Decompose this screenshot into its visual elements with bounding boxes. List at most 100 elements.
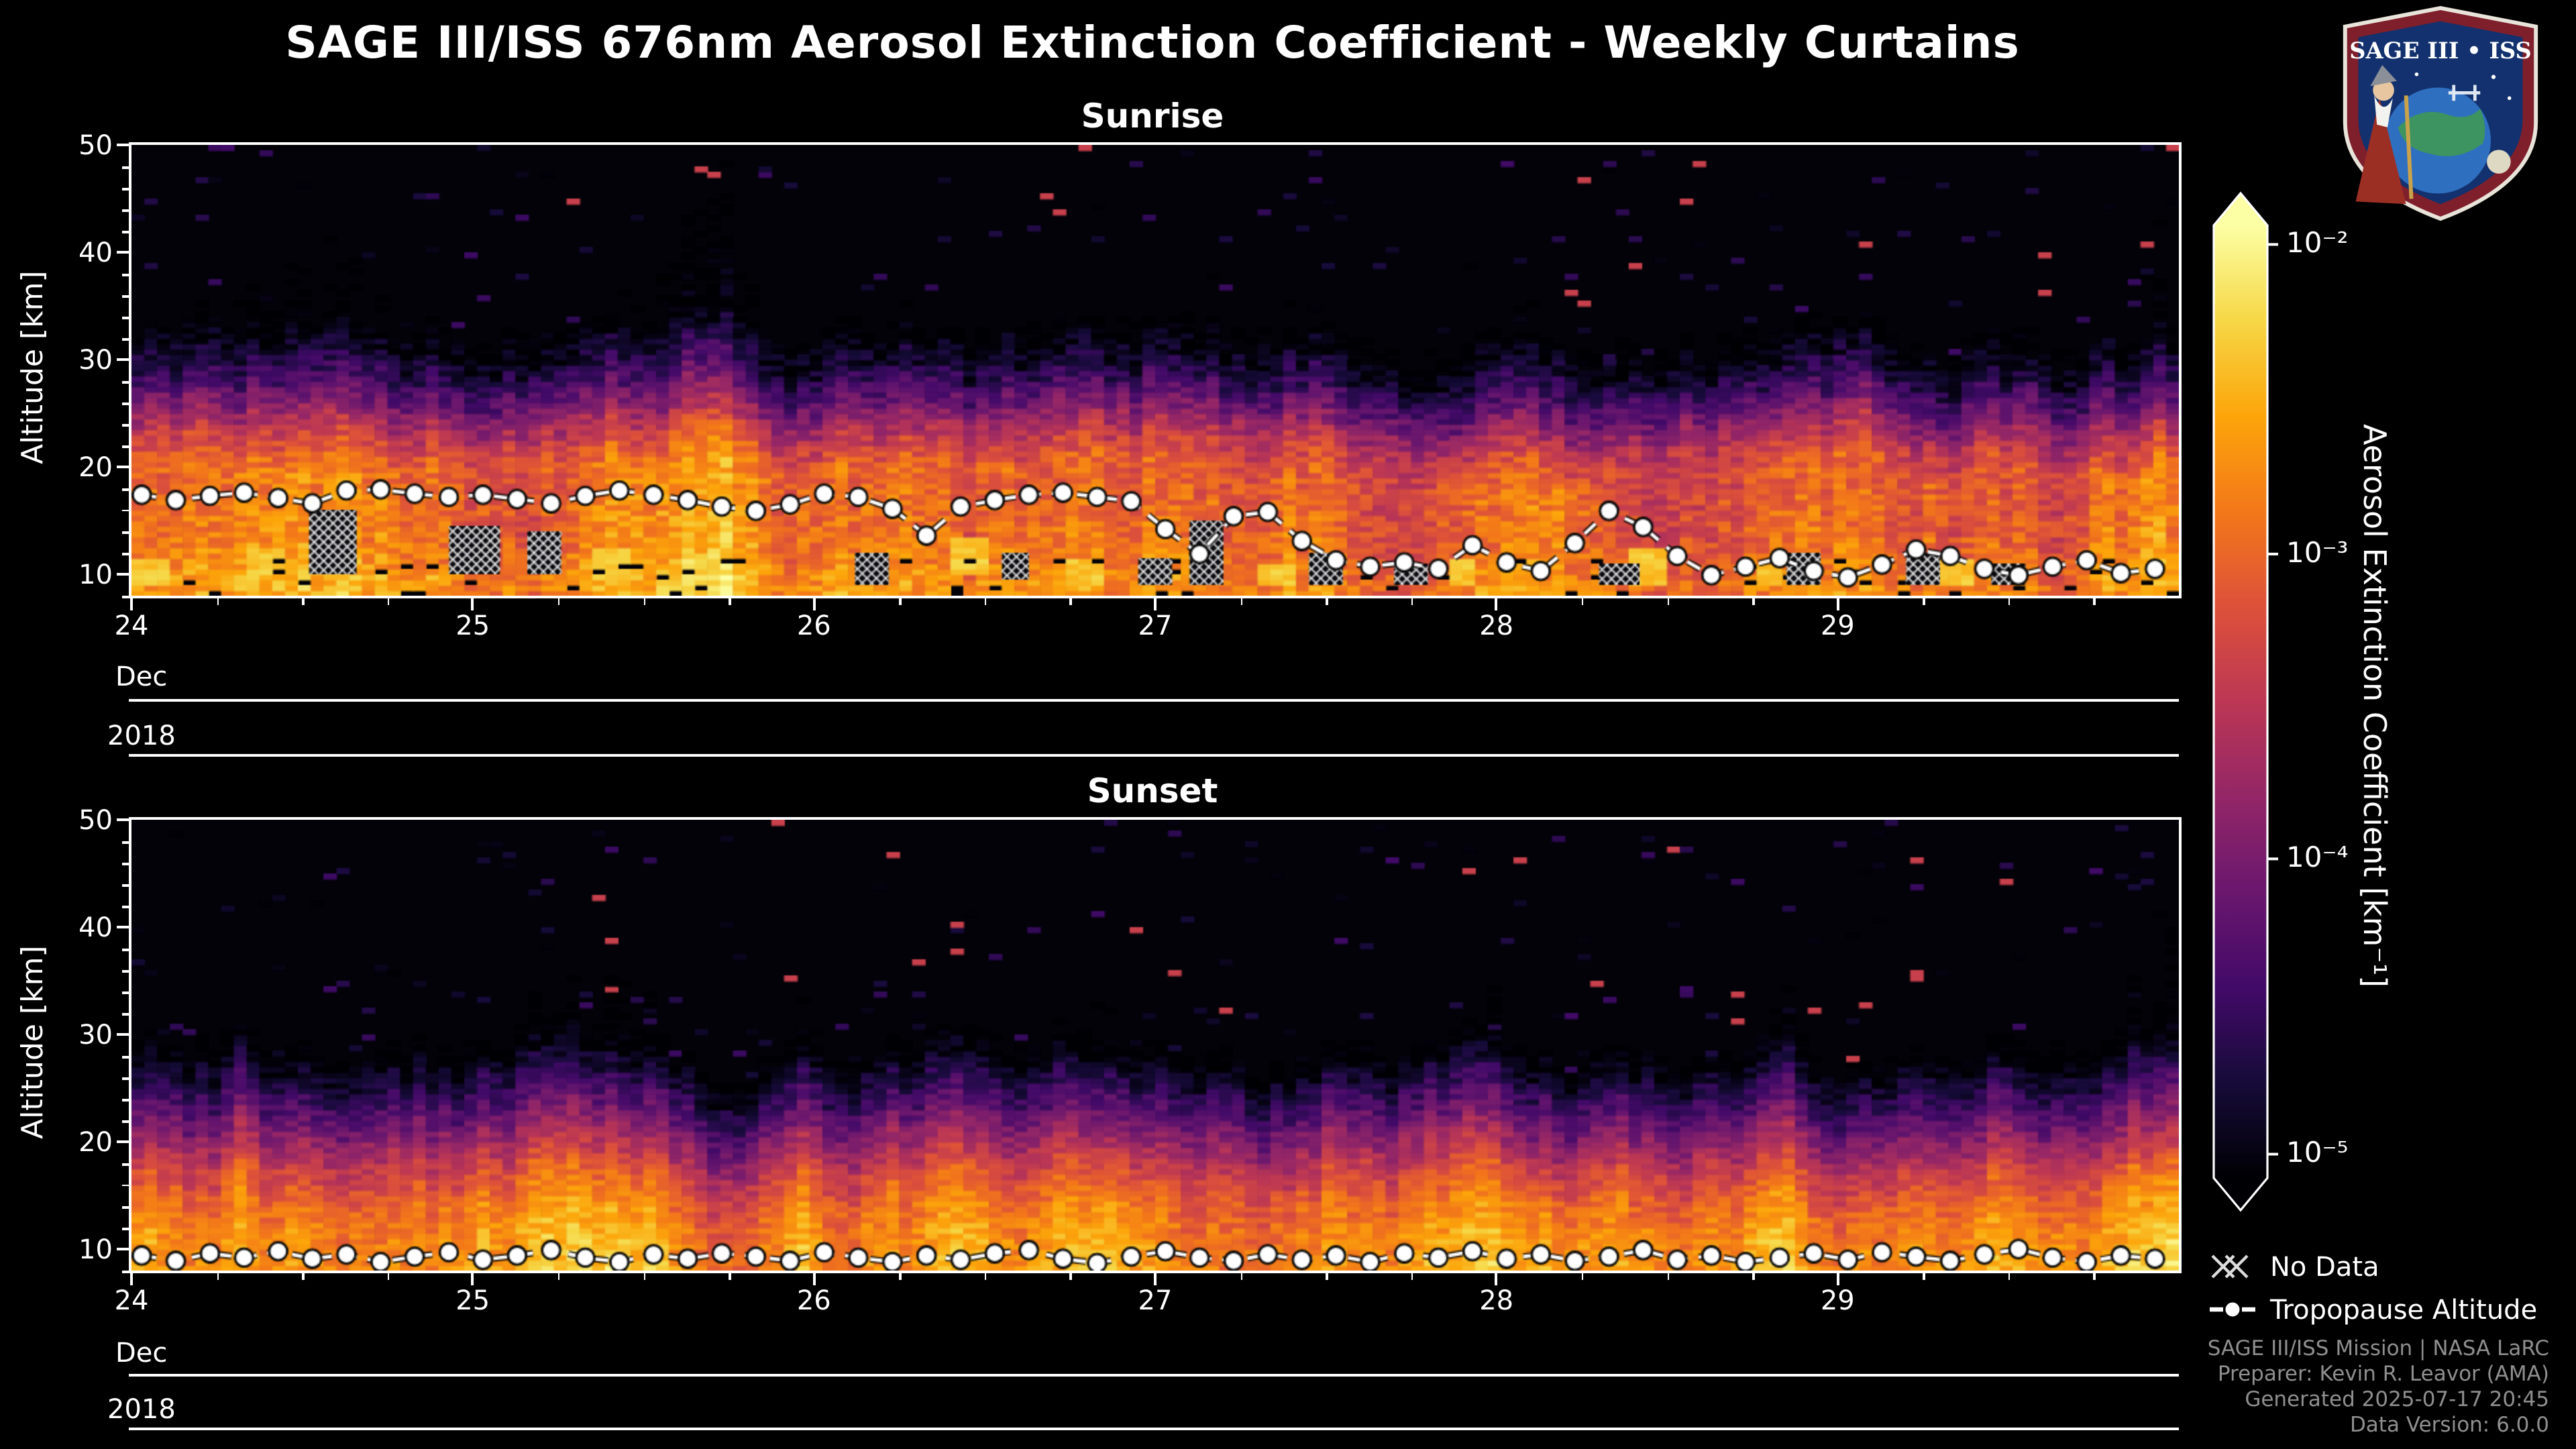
y-tick xyxy=(117,144,129,146)
tropopause-marker-icon xyxy=(2210,1300,2255,1319)
x-tick xyxy=(1836,1273,1839,1285)
y-tick-label: 40 xyxy=(78,911,113,943)
x-minor-tick xyxy=(1411,1273,1413,1280)
panel-title-sunrise: Sunrise xyxy=(1081,97,1224,136)
colorbar-tick-label: 10⁻⁵ xyxy=(2286,1136,2349,1169)
y-minor-tick xyxy=(122,841,129,843)
logo-star-icon xyxy=(2491,74,2496,79)
x-tick-label: 29 xyxy=(1820,609,1855,641)
x-minor-tick xyxy=(899,598,902,605)
x-minor-tick xyxy=(557,598,560,605)
legend-no-data: No Data xyxy=(2208,1250,2379,1283)
y-tick xyxy=(117,1248,129,1250)
x-minor-tick xyxy=(1752,1273,1755,1280)
x-minor-tick xyxy=(1752,598,1755,605)
x-minor-tick xyxy=(1069,598,1072,605)
x-minor-tick xyxy=(302,1273,305,1280)
x-minor-tick xyxy=(387,598,390,605)
y-tick xyxy=(117,818,129,821)
x-minor-tick xyxy=(217,1273,219,1280)
x-tick-label: 27 xyxy=(1138,1284,1173,1316)
y-tick-label: 30 xyxy=(78,343,113,376)
x-minor-tick xyxy=(2008,598,2010,605)
x-tick-label: 25 xyxy=(455,1284,490,1316)
sage-iss-logo: SAGE III • ISS xyxy=(2334,5,2546,228)
y-minor-tick xyxy=(122,906,129,908)
y-minor-tick xyxy=(122,166,129,168)
y-tick xyxy=(117,1140,129,1143)
logo-iss-silhouette xyxy=(2448,85,2481,101)
y-minor-tick xyxy=(122,970,129,972)
x-axis-month-separator xyxy=(129,699,2179,702)
colorbar-tick-labels: 10⁻² 10⁻³ 10⁻⁴ 10⁻⁵ xyxy=(2281,0,2415,1449)
y-minor-tick xyxy=(122,509,129,512)
y-minor-tick xyxy=(122,1077,129,1079)
x-minor-tick xyxy=(729,598,731,605)
y-minor-tick xyxy=(122,553,129,555)
x-minor-tick xyxy=(1326,598,1328,605)
y-minor-tick xyxy=(122,209,129,211)
colorbar-tick-label: 10⁻⁴ xyxy=(2286,841,2349,874)
x-minor-tick xyxy=(1581,1273,1584,1280)
credit-data-version: Data Version: 6.0.0 xyxy=(2349,1413,2549,1437)
y-tick xyxy=(117,1033,129,1036)
logo-title: SAGE III • ISS xyxy=(2349,37,2532,64)
y-minor-tick xyxy=(122,381,129,383)
x-minor-tick xyxy=(1581,598,1584,605)
x-axis-month-label-sunrise: Dec xyxy=(115,660,168,692)
y-minor-tick xyxy=(122,1228,129,1230)
colorbar-title: Aerosol Extinction Coefficient [km⁻¹] xyxy=(2356,423,2391,988)
x-minor-tick xyxy=(217,598,219,605)
colorbar-tick-label: 10⁻² xyxy=(2286,227,2349,260)
x-axis-month-label-sunset: Dec xyxy=(115,1336,168,1368)
sunset-heatmap-canvas xyxy=(131,820,2179,1271)
sunset-heatmap-panel: 24 25 26 27 28 29 10 20 30 40 50 xyxy=(78,804,2182,1316)
x-minor-tick xyxy=(2093,598,2096,605)
y-minor-tick xyxy=(122,445,129,447)
y-minor-tick xyxy=(122,1056,129,1058)
colorbar xyxy=(2212,191,2278,1212)
x-tick xyxy=(1154,1273,1157,1285)
y-minor-tick xyxy=(122,338,129,340)
y-tick xyxy=(117,573,129,576)
x-tick-label: 26 xyxy=(796,609,831,641)
no-data-hatch-icon xyxy=(2211,1254,2249,1279)
y-minor-tick xyxy=(122,863,129,865)
x-minor-tick xyxy=(1069,1273,1072,1280)
logo-wizard-hat xyxy=(2370,64,2397,87)
y-minor-tick xyxy=(122,188,129,190)
x-minor-tick xyxy=(1240,598,1243,605)
y-minor-tick xyxy=(122,1163,129,1165)
colorbar-ticks xyxy=(2267,243,2278,1156)
logo-star-icon xyxy=(2507,96,2512,101)
x-tick-label: 28 xyxy=(1479,1284,1514,1316)
y-minor-tick xyxy=(122,274,129,276)
x-minor-tick xyxy=(984,1273,987,1280)
colorbar-gradient xyxy=(2212,191,2269,1212)
y-minor-tick xyxy=(122,317,129,319)
x-minor-tick xyxy=(1326,1273,1328,1280)
y-minor-tick xyxy=(122,1271,129,1273)
y-tick-label: 40 xyxy=(78,236,113,268)
x-minor-tick xyxy=(1411,598,1413,605)
y-minor-tick xyxy=(122,1120,129,1122)
y-minor-tick xyxy=(122,949,129,951)
x-tick xyxy=(471,598,474,610)
x-tick xyxy=(130,1273,133,1285)
y-minor-tick xyxy=(122,1099,129,1101)
y-minor-tick xyxy=(122,1013,129,1015)
logo-wizard-head xyxy=(2373,79,2394,101)
x-tick-label: 25 xyxy=(455,609,490,641)
x-tick xyxy=(1836,598,1839,610)
x-tick xyxy=(471,1273,474,1285)
sunrise-heatmap-panel: 24 25 26 27 28 29 10 20 30 40 50 xyxy=(78,129,2182,641)
y-tick xyxy=(117,466,129,468)
x-minor-tick xyxy=(1923,598,1925,605)
y-tick-label: 10 xyxy=(78,558,113,590)
logo-earth-land xyxy=(2398,109,2485,156)
x-tick xyxy=(812,598,816,610)
logo-wizard-beard xyxy=(2374,95,2393,127)
y-tick-label: 50 xyxy=(78,804,113,836)
credit-preparer: Preparer: Kevin R. Leavor (AMA) xyxy=(2217,1362,2549,1386)
